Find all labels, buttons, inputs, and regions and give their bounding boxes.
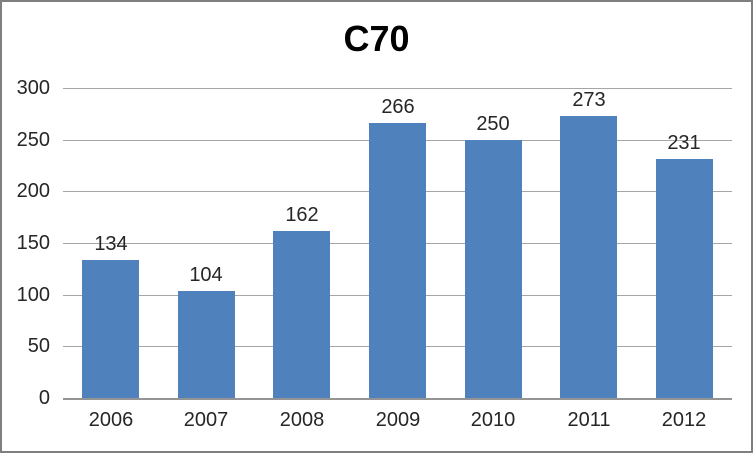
y-axis-tick-label: 50	[27, 335, 50, 357]
bar-2012	[656, 159, 713, 398]
x-axis-category-label: 2007	[183, 409, 229, 431]
x-axis-category-label: 2010	[470, 409, 516, 431]
x-axis-category-label: 2012	[661, 409, 707, 431]
bar-2008	[273, 231, 330, 398]
bar-value-label-2006: 134	[94, 233, 128, 255]
bar-value-label-2011: 273	[572, 89, 606, 111]
gridline-300	[63, 88, 732, 89]
x-axis-category-label: 2008	[279, 409, 325, 431]
bar-value-label-2012: 231	[667, 132, 701, 154]
bar-value-label-2009: 266	[381, 96, 415, 118]
y-axis-tick-label: 0	[38, 387, 50, 409]
y-axis-tick-label: 150	[16, 232, 50, 254]
x-axis-category-label: 2006	[88, 409, 134, 431]
bar-2006	[82, 260, 139, 398]
y-axis-tick-label: 300	[16, 77, 50, 99]
x-axis-line	[63, 398, 732, 400]
y-axis-tick-label: 250	[16, 129, 50, 151]
bar-2010	[465, 140, 522, 398]
bar-value-label-2010: 250	[476, 113, 510, 135]
x-axis-category-label: 2011	[567, 409, 611, 431]
y-axis-tick-label: 200	[16, 180, 50, 202]
bar-value-label-2008: 162	[285, 204, 319, 226]
bar-2009	[369, 123, 426, 398]
chart-title: C70	[343, 18, 410, 59]
bar-2007	[178, 291, 235, 398]
y-axis-tick-label: 100	[16, 284, 50, 306]
x-axis-category-label: 2009	[375, 409, 421, 431]
bar-2011	[560, 116, 617, 398]
bar-value-label-2007: 104	[189, 264, 223, 286]
